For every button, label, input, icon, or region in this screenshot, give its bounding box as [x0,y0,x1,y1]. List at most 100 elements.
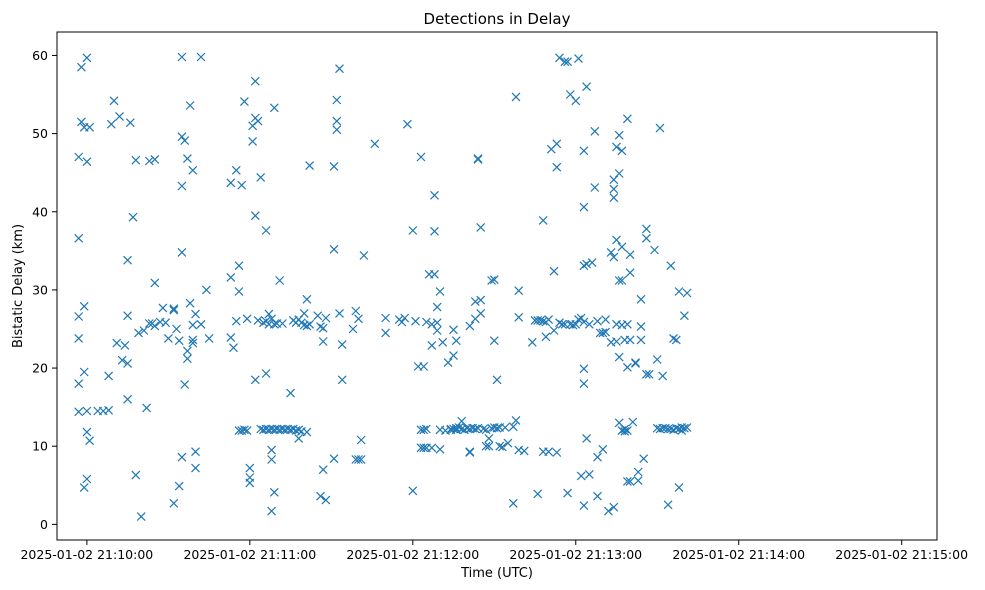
data-point [79,367,89,377]
data-point [682,288,692,298]
data-point [106,119,116,129]
data-point [416,152,426,162]
data-point [617,146,627,156]
data-point [250,211,260,221]
data-point [74,152,84,162]
data-point [185,101,195,110]
data-point [641,233,651,243]
data-point [82,474,92,484]
data-point [158,303,168,313]
data-point [201,285,211,295]
data-point [258,318,268,328]
data-point [74,379,84,389]
data-point [79,301,89,311]
data-point [579,379,589,389]
data-point [354,455,363,464]
data-point [432,318,442,328]
x-tick-label: 2025-01-02 21:12:00 [346,547,479,562]
data-point [571,319,581,329]
data-point [321,313,331,323]
data-point [123,255,133,265]
data-point [582,433,592,443]
data-point [470,424,480,434]
data-point [134,328,143,338]
data-point [579,501,589,511]
x-tick-label: 2025-01-02 21:13:00 [509,547,642,562]
data-point [622,114,632,124]
data-point [267,506,277,516]
data-point [169,305,179,315]
data-point [620,426,630,436]
data-point [174,336,184,346]
data-point [261,226,271,235]
data-point [435,287,445,296]
data-point [593,316,602,326]
data-point [625,476,635,486]
data-point [609,184,619,194]
data-point [614,276,624,285]
data-point [76,62,86,72]
data-point [487,276,497,285]
data-point [144,319,154,328]
data-point [185,298,195,308]
data-point [432,326,442,335]
data-point [574,54,583,64]
data-point [527,337,537,347]
data-point [196,319,206,329]
data-point [682,423,692,432]
data-point [177,452,187,462]
data-point [226,333,236,343]
data-point [277,319,287,328]
data-point [421,317,431,327]
data-point [332,125,342,135]
plot-area-frame [56,31,938,541]
data-point [351,306,361,316]
data-point [85,436,95,446]
data-point [408,226,418,235]
data-point [625,268,635,278]
data-point [541,332,551,342]
data-point [593,452,602,462]
data-point [465,447,475,457]
data-point [484,441,494,451]
data-point [109,96,119,106]
data-point [359,251,369,260]
data-point [579,364,589,374]
data-point [329,244,339,254]
data-point [82,53,92,63]
data-point [481,425,491,435]
data-point [631,358,640,368]
data-point [321,495,331,505]
data-point [625,250,635,260]
data-point [299,308,309,318]
data-point [435,444,445,454]
data-point [161,318,171,328]
data-point [305,161,315,171]
data-point [571,96,581,106]
data-point [131,155,141,165]
data-point [104,371,114,381]
data-point [671,335,681,345]
data-point [636,335,646,345]
y-tick-label: 60 [32,48,48,63]
data-point [641,224,651,234]
data-point [182,154,192,164]
data-point [620,424,630,434]
data-point [82,157,92,167]
data-point [177,247,187,257]
data-point [639,454,649,464]
data-point [636,322,646,332]
data-point [120,340,130,350]
data-point [598,444,608,454]
data-point [400,313,410,323]
data-point [628,417,638,427]
data-point [85,122,95,132]
data-point [191,447,200,457]
data-point [74,233,84,243]
data-point [74,333,84,343]
data-point [332,95,342,105]
data-point [182,346,192,356]
data-point [679,423,689,433]
chart-title: Detections in Delay [424,10,571,28]
